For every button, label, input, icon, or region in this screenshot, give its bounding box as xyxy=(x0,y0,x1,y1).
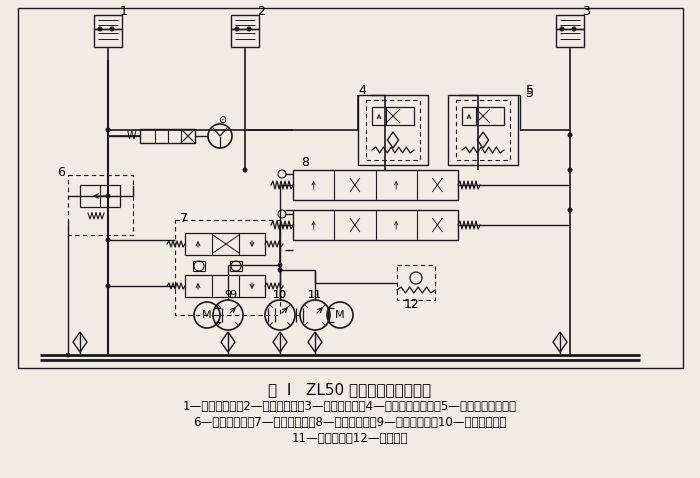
Circle shape xyxy=(568,132,573,138)
Bar xyxy=(193,261,205,271)
Circle shape xyxy=(571,26,577,32)
Bar xyxy=(140,129,195,143)
Circle shape xyxy=(106,238,111,242)
Circle shape xyxy=(277,262,283,268)
Text: 11: 11 xyxy=(308,290,322,300)
Bar xyxy=(448,95,518,165)
Bar xyxy=(231,15,259,29)
Text: 1—转向液压缸；2—动臂液压缸；3—铲斗液压缸；4—后双作用安全阀；5—前双作用安全阀；: 1—转向液压缸；2—动臂液压缸；3—铲斗液压缸；4—后双作用安全阀；5—前双作用… xyxy=(183,400,517,413)
Text: 10: 10 xyxy=(273,290,287,300)
Text: 6: 6 xyxy=(57,165,65,178)
Text: M: M xyxy=(335,310,345,320)
Bar xyxy=(231,29,259,47)
Circle shape xyxy=(106,194,111,198)
Bar xyxy=(293,170,458,200)
Bar xyxy=(456,100,510,160)
Circle shape xyxy=(246,26,251,32)
Bar xyxy=(94,15,122,29)
Bar xyxy=(80,185,120,207)
Circle shape xyxy=(66,352,71,358)
Text: 7: 7 xyxy=(180,211,188,225)
Text: 2: 2 xyxy=(257,4,265,18)
Circle shape xyxy=(559,26,564,32)
Text: 5: 5 xyxy=(526,84,534,97)
Text: 4: 4 xyxy=(358,84,366,97)
Text: W: W xyxy=(127,131,136,141)
Bar xyxy=(94,29,122,47)
Text: 8: 8 xyxy=(301,155,309,169)
Bar xyxy=(18,8,683,368)
Bar xyxy=(556,29,584,47)
Bar xyxy=(230,261,242,271)
Text: 10: 10 xyxy=(273,290,287,300)
Bar xyxy=(372,107,414,125)
Text: 5: 5 xyxy=(526,87,534,99)
Text: 11: 11 xyxy=(308,290,322,300)
Circle shape xyxy=(242,167,248,173)
Circle shape xyxy=(97,26,102,32)
Bar xyxy=(556,15,584,29)
Bar xyxy=(185,275,265,297)
Text: ⊙: ⊙ xyxy=(218,115,226,125)
Bar xyxy=(185,233,265,255)
Text: 1: 1 xyxy=(120,4,128,18)
Circle shape xyxy=(234,26,239,32)
Text: 11—主液压泵；12—总安全阀: 11—主液压泵；12—总安全阀 xyxy=(292,432,408,445)
Text: 9: 9 xyxy=(225,290,232,300)
Bar xyxy=(397,265,435,300)
Text: 图  I   ZL50 型装载机液压系统图: 图 I ZL50 型装载机液压系统图 xyxy=(268,382,432,397)
Circle shape xyxy=(568,207,573,213)
Circle shape xyxy=(106,128,111,132)
Text: 6—转向溢流阀；7—流量转换阀；8—多路换向阀；9—转向液压泵；10—辅助液压泵；: 6—转向溢流阀；7—流量转换阀；8—多路换向阀；9—转向液压泵；10—辅助液压泵… xyxy=(193,416,507,429)
Circle shape xyxy=(568,167,573,173)
Bar xyxy=(462,107,504,125)
Text: M: M xyxy=(202,310,212,320)
Text: 12: 12 xyxy=(404,298,420,312)
Circle shape xyxy=(277,268,283,272)
Bar xyxy=(366,100,420,160)
Text: 9: 9 xyxy=(230,290,237,300)
Bar xyxy=(68,175,133,235)
Bar xyxy=(293,210,458,240)
Bar xyxy=(358,95,428,165)
Text: 3: 3 xyxy=(582,4,590,18)
Bar xyxy=(175,220,280,315)
Circle shape xyxy=(109,26,115,32)
Circle shape xyxy=(106,283,111,289)
